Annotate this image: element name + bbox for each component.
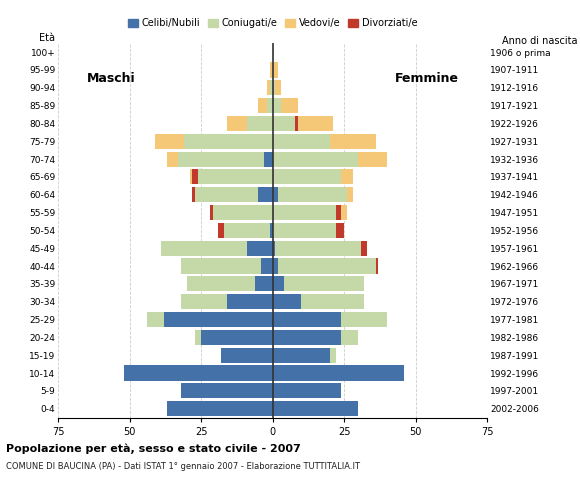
Bar	[218, 223, 224, 238]
Bar	[273, 169, 341, 184]
Bar	[184, 134, 273, 149]
Text: Età: Età	[39, 33, 55, 43]
Bar	[224, 223, 270, 238]
Bar	[181, 258, 261, 274]
Bar	[201, 330, 273, 345]
Bar	[209, 205, 212, 220]
Bar	[273, 98, 281, 113]
Bar	[358, 152, 387, 167]
Bar	[267, 80, 270, 96]
Bar	[341, 330, 358, 345]
Bar	[270, 223, 273, 238]
Bar	[166, 152, 178, 167]
Bar	[190, 169, 193, 184]
Bar	[336, 223, 344, 238]
Bar	[193, 169, 198, 184]
Bar	[301, 294, 364, 309]
Bar	[341, 169, 353, 184]
Text: COMUNE DI BAUCINA (PA) - Dati ISTAT 1° gennaio 2007 - Elaborazione TUTTITALIA.IT: COMUNE DI BAUCINA (PA) - Dati ISTAT 1° g…	[6, 462, 360, 471]
Bar	[284, 276, 364, 291]
Bar	[247, 240, 273, 256]
Bar	[261, 258, 273, 274]
Bar	[376, 258, 379, 274]
Bar	[273, 258, 278, 274]
Bar	[273, 80, 275, 96]
Bar	[195, 187, 258, 203]
Bar	[164, 312, 273, 327]
Bar	[295, 116, 298, 131]
Text: Maschi: Maschi	[86, 72, 135, 85]
Bar	[341, 205, 347, 220]
Bar	[273, 348, 330, 363]
Bar	[273, 383, 341, 398]
Bar	[273, 401, 358, 416]
Bar	[181, 383, 273, 398]
Bar	[273, 152, 358, 167]
Bar	[336, 205, 341, 220]
Bar	[278, 187, 347, 203]
Bar	[273, 223, 336, 238]
Bar	[195, 330, 201, 345]
Bar	[247, 116, 273, 131]
Bar	[330, 134, 376, 149]
Bar	[255, 276, 273, 291]
Bar	[161, 240, 247, 256]
Bar	[276, 80, 281, 96]
Bar	[278, 258, 376, 274]
Bar	[221, 348, 273, 363]
Bar	[147, 312, 164, 327]
Bar	[270, 80, 273, 96]
Bar	[273, 62, 278, 78]
Bar	[264, 152, 273, 167]
Bar	[281, 98, 298, 113]
Bar	[330, 348, 336, 363]
Bar	[187, 276, 255, 291]
Bar	[270, 62, 273, 78]
Bar	[273, 294, 301, 309]
Bar	[273, 276, 284, 291]
Bar	[193, 187, 195, 203]
Bar	[273, 134, 330, 149]
Bar	[267, 98, 273, 113]
Bar	[273, 205, 336, 220]
Bar	[273, 330, 341, 345]
Bar	[181, 294, 227, 309]
Text: Anno di nascita: Anno di nascita	[502, 36, 577, 46]
Bar	[198, 169, 273, 184]
Bar	[258, 98, 267, 113]
Bar	[124, 365, 273, 381]
Bar	[347, 187, 353, 203]
Text: Popolazione per età, sesso e stato civile - 2007: Popolazione per età, sesso e stato civil…	[6, 444, 300, 455]
Bar	[258, 187, 273, 203]
Bar	[212, 205, 273, 220]
Legend: Celibi/Nubili, Coniugati/e, Vedovi/e, Divorziati/e: Celibi/Nubili, Coniugati/e, Vedovi/e, Di…	[124, 14, 421, 32]
Bar	[166, 401, 273, 416]
Bar	[341, 312, 387, 327]
Bar	[298, 116, 333, 131]
Bar	[361, 240, 367, 256]
Bar	[276, 240, 361, 256]
Bar	[178, 152, 264, 167]
Bar	[155, 134, 184, 149]
Text: Femmine: Femmine	[394, 72, 459, 85]
Bar	[273, 365, 404, 381]
Bar	[273, 116, 295, 131]
Bar	[273, 187, 278, 203]
Bar	[227, 294, 273, 309]
Bar	[273, 240, 275, 256]
Bar	[273, 312, 341, 327]
Bar	[227, 116, 247, 131]
